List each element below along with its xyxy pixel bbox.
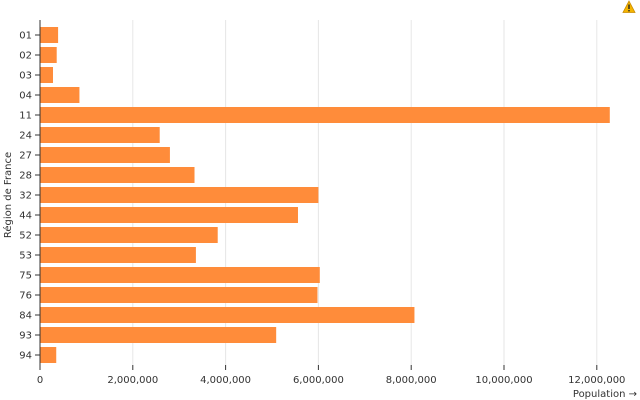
x-tick-label: 4,000,000 [200, 375, 251, 386]
y-tick-label: 52 [19, 231, 32, 242]
bar-76[interactable] [40, 287, 318, 303]
bar-11[interactable] [40, 107, 610, 123]
x-tick-label: 10,000,000 [475, 375, 532, 386]
x-axis-title: Population → [573, 389, 637, 400]
bar-04[interactable] [40, 87, 80, 103]
y-tick-label: 76 [19, 291, 32, 302]
bar-32[interactable] [40, 187, 319, 203]
y-tick-label: 02 [19, 51, 32, 62]
y-tick-label: 53 [19, 251, 32, 262]
bar-52[interactable] [40, 227, 218, 243]
y-tick-label: 75 [19, 271, 32, 282]
x-tick-label: 0 [37, 375, 43, 386]
y-tick-label: 01 [19, 31, 32, 42]
y-tick-label: 24 [19, 131, 32, 142]
bar-27[interactable] [40, 147, 170, 163]
y-axis: 01 02 03 04 11 24 27 28 32 44 52 53 75 76 84 93 94 [19, 20, 41, 366]
y-tick-label: 28 [19, 171, 32, 182]
y-tick-label: 03 [19, 71, 32, 82]
x-axis: 0 2,000,000 4,000,000 6,000,000 8,000,000 10,… [37, 365, 625, 386]
bar-94[interactable] [40, 347, 57, 363]
bar-28[interactable] [40, 167, 195, 183]
bars [40, 27, 610, 363]
y-tick-label: 93 [19, 331, 32, 342]
y-tick-label: 84 [19, 311, 32, 322]
bar-75[interactable] [40, 267, 320, 283]
bar-01[interactable] [40, 27, 59, 43]
y-axis-title: Région de France [2, 152, 14, 238]
y-tick-label: 11 [19, 111, 32, 122]
bar-84[interactable] [40, 307, 415, 323]
x-tick-label: 8,000,000 [386, 375, 437, 386]
x-tick-label: 6,000,000 [293, 375, 344, 386]
bar-24[interactable] [40, 127, 160, 143]
y-tick-label: 94 [19, 351, 32, 362]
bar-44[interactable] [40, 207, 298, 223]
y-tick-label: 27 [19, 151, 32, 162]
y-tick-label: 44 [19, 211, 32, 222]
bar-53[interactable] [40, 247, 196, 263]
x-tick-label: 2,000,000 [107, 375, 158, 386]
x-tick-label: 12,000,000 [568, 375, 625, 386]
bar-93[interactable] [40, 327, 277, 343]
y-tick-label: 04 [19, 91, 32, 102]
warning-icon[interactable] [622, 0, 636, 14]
bar-02[interactable] [40, 47, 57, 63]
y-tick-label: 32 [19, 191, 32, 202]
bar-03[interactable] [40, 67, 53, 83]
